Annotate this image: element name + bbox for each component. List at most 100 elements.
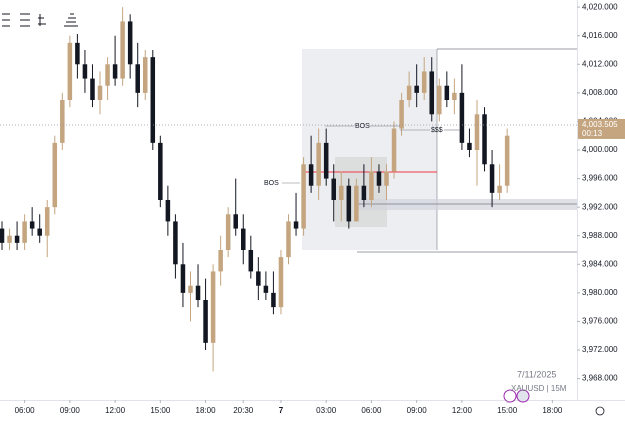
candle-body xyxy=(150,57,156,143)
candle-body xyxy=(361,185,367,200)
x-tick-label: 7 xyxy=(279,406,284,415)
candle-body xyxy=(437,85,442,115)
candle-body xyxy=(44,207,50,236)
candle-body xyxy=(158,142,163,200)
candle-body xyxy=(210,271,216,343)
candle-body xyxy=(241,228,246,250)
candle-body xyxy=(391,128,397,172)
y-tick-label: 3,976.000 xyxy=(582,317,618,326)
x-tick-label: 12:00 xyxy=(105,406,126,415)
candle-body xyxy=(52,142,58,208)
x-tick-label: 12:00 xyxy=(452,406,473,415)
y-tick-label: 4,016.000 xyxy=(582,31,618,40)
candle-body xyxy=(286,221,291,258)
candle-body xyxy=(97,85,103,100)
y-tick-label: 3,972.000 xyxy=(582,345,618,354)
y-tick-label: 3,980.000 xyxy=(582,288,618,297)
candle-body xyxy=(467,142,472,150)
candle-body xyxy=(308,164,314,186)
candle-body xyxy=(248,250,254,272)
candle-body xyxy=(120,21,125,79)
candle-body xyxy=(346,185,352,222)
x-tick-label: 20:30 xyxy=(233,406,254,415)
annotation: BOS xyxy=(264,180,279,187)
candle-body xyxy=(142,57,148,93)
x-tick-label: 18:00 xyxy=(196,406,217,415)
chat-icons xyxy=(503,389,530,403)
y-tick-label: 3,984.000 xyxy=(582,259,618,268)
candle-body xyxy=(218,250,223,272)
candle-body xyxy=(0,228,5,243)
icon xyxy=(516,389,530,403)
candle-body xyxy=(105,64,110,86)
candle-body xyxy=(135,64,140,93)
candle-body xyxy=(271,292,276,308)
y-tick-label: 4,000.000 xyxy=(582,145,618,154)
x-tick-label: 15:00 xyxy=(497,406,518,415)
candle-body xyxy=(489,164,495,193)
tool-icon[interactable] xyxy=(20,13,30,27)
tool-icon[interactable] xyxy=(64,13,78,27)
candle-body xyxy=(384,171,389,186)
symbol-label: XAUUSD | 15M xyxy=(511,384,567,393)
candle-body xyxy=(339,185,344,200)
x-tick-label: 09:00 xyxy=(60,406,81,415)
candle-body xyxy=(263,285,269,293)
candle-body xyxy=(127,21,133,65)
candle-body xyxy=(293,221,299,229)
settings-icon[interactable] xyxy=(595,406,605,416)
candle-body xyxy=(331,178,336,200)
toolbar[interactable] xyxy=(0,8,82,34)
x-tick-label: 03:00 xyxy=(316,406,337,415)
y-tick-label: 3,968.000 xyxy=(582,374,618,383)
candle-body xyxy=(173,221,178,265)
candle-body xyxy=(165,200,171,222)
candle-body xyxy=(354,185,359,222)
candle-body xyxy=(504,135,510,186)
order-block xyxy=(335,157,387,227)
candle-body xyxy=(7,235,12,243)
candle-body xyxy=(414,85,419,93)
candle-body xyxy=(188,285,193,293)
candle-body xyxy=(82,64,88,79)
last-price-label: 4,003.505 xyxy=(582,120,618,129)
toolbar-bg xyxy=(0,8,82,34)
candle-body xyxy=(22,221,27,243)
candle-body xyxy=(323,142,329,179)
x-tick-label: 15:00 xyxy=(150,406,171,415)
candle-body xyxy=(112,64,118,79)
tool-icon[interactable] xyxy=(38,14,46,26)
candle-body xyxy=(474,114,480,150)
candle-body xyxy=(482,114,487,165)
candle-body xyxy=(180,264,186,293)
tool-icon[interactable] xyxy=(2,13,10,27)
y-tick-label: 3,992.000 xyxy=(582,202,618,211)
x-tick-label: 09:00 xyxy=(407,406,428,415)
candle-body xyxy=(90,78,95,100)
candle-body xyxy=(376,171,382,186)
x-tick-label: 06:00 xyxy=(361,406,382,415)
candle-body xyxy=(29,221,35,229)
candle-body xyxy=(459,92,465,143)
y-tick-label: 4,012.000 xyxy=(582,59,618,68)
y-tick-label: 4,020.000 xyxy=(582,2,618,11)
candle-body xyxy=(195,285,201,300)
candles xyxy=(0,7,510,372)
y-tick-label: 4,008.000 xyxy=(582,88,618,97)
y-tick-label: 3,996.000 xyxy=(582,174,618,183)
candle-body xyxy=(60,100,65,143)
candle-body xyxy=(14,235,20,243)
candle-body xyxy=(225,214,231,250)
candle-body xyxy=(278,257,284,308)
annotation: BOS xyxy=(355,123,370,130)
candle-body xyxy=(421,71,427,93)
candle-body xyxy=(399,100,404,129)
x-tick-label: 06:00 xyxy=(15,406,36,415)
x-tick-label: 18:00 xyxy=(542,406,563,415)
countdown-label: 00:13 xyxy=(582,129,603,138)
candle-body xyxy=(452,92,457,100)
candle-body xyxy=(67,42,73,100)
date-label: 7/11/2025 xyxy=(517,369,556,379)
liquidity-band xyxy=(357,199,577,210)
